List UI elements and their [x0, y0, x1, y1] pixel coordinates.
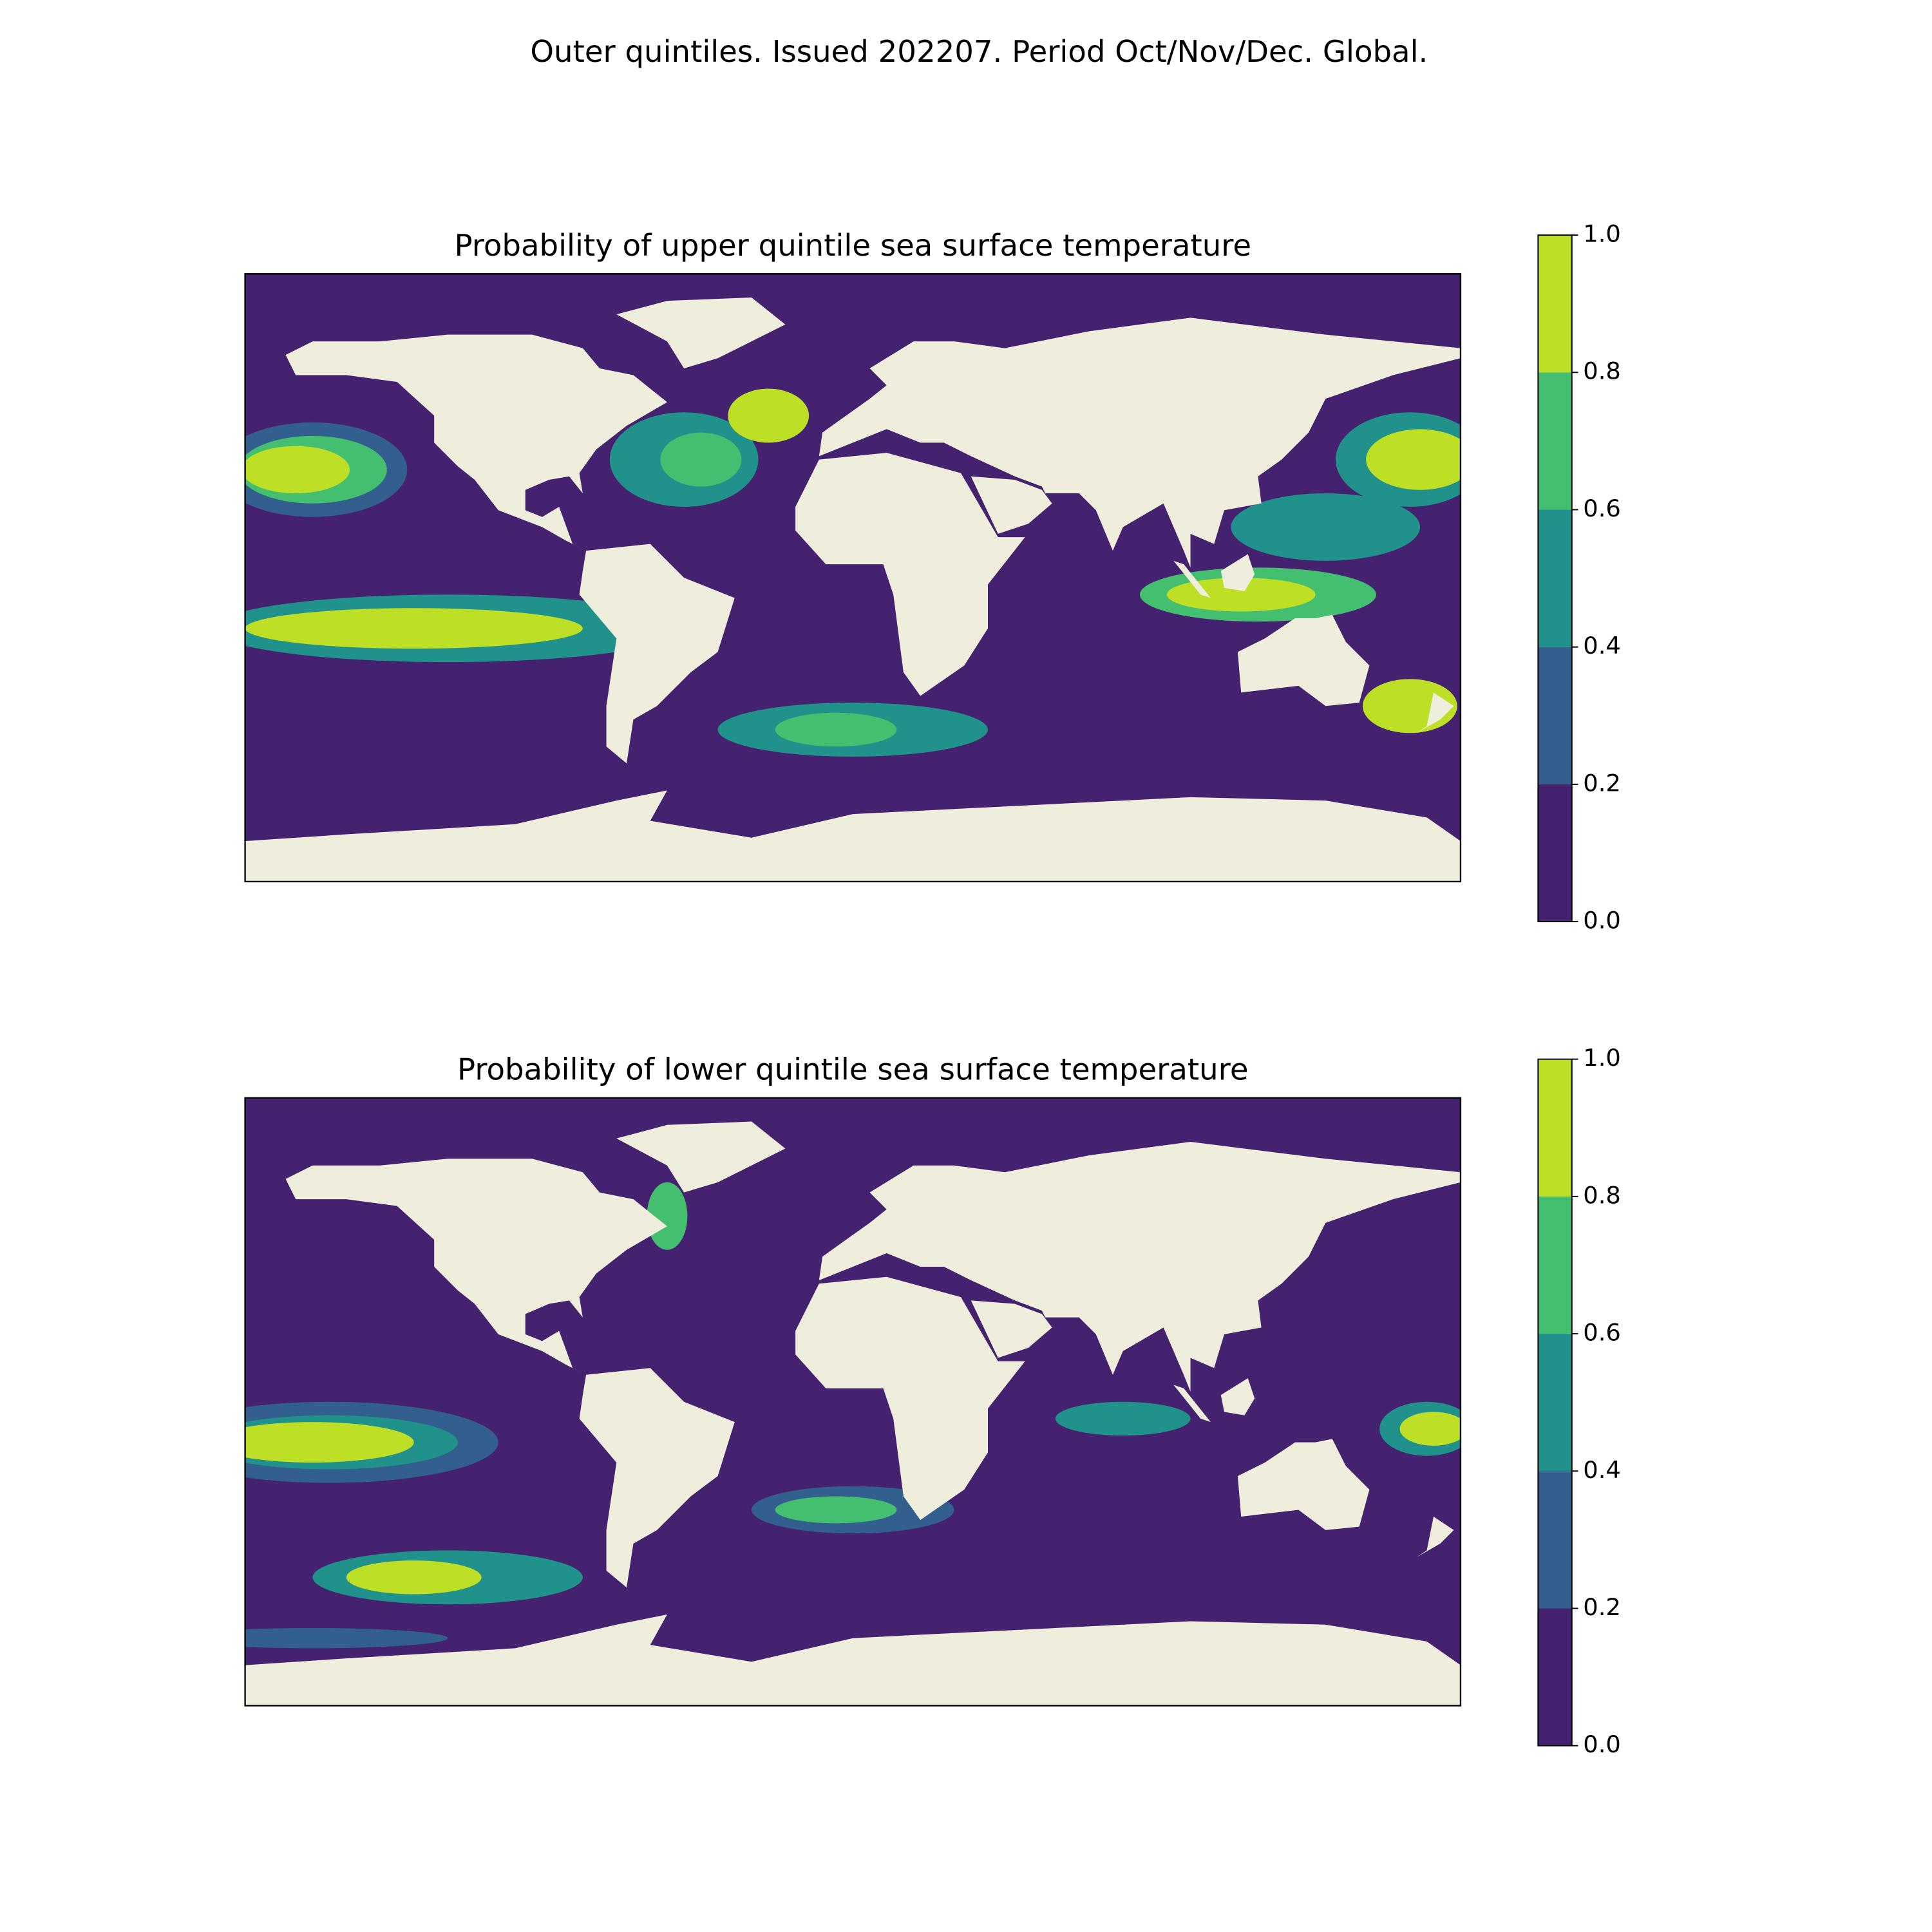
colorbar-tick-label: 1.0 — [1583, 220, 1621, 248]
sst-patch — [1055, 1401, 1191, 1436]
sst-patch — [1231, 493, 1421, 561]
colorbar: 0.0 0.2 0.4 0.6 0.8 1.0 — [1537, 220, 1621, 934]
land-greenland — [616, 1121, 786, 1193]
colorbar-segment — [1538, 647, 1572, 784]
colorbar-segment — [1538, 1471, 1572, 1609]
colorbar-tick-label: 0.6 — [1583, 495, 1621, 522]
land-eurasia — [819, 1142, 1461, 1392]
land-north-america — [285, 1159, 667, 1375]
land-africa — [795, 1276, 1025, 1520]
land-arabia — [971, 476, 1052, 534]
sst-patch — [1166, 578, 1316, 612]
colorbar-segment — [1538, 372, 1572, 510]
land-borneo — [1220, 1378, 1255, 1416]
sst-patch — [1399, 1412, 1461, 1446]
land-australia — [1237, 614, 1370, 706]
land-eurasia — [819, 317, 1461, 568]
land-south-america — [579, 1368, 735, 1588]
sst-patch — [775, 712, 897, 747]
colorbar-segment — [1538, 509, 1572, 647]
colorbar-segment — [1538, 235, 1572, 373]
sst-patch — [775, 1496, 897, 1524]
colorbar-segment — [1538, 1608, 1572, 1746]
map — [245, 1097, 1461, 1706]
colorbar-tick-label: 0.8 — [1583, 357, 1621, 385]
colorbar-tick-label: 1.0 — [1583, 1044, 1621, 1072]
figure-title: Outer quintiles. Issued 202207. Period O… — [530, 34, 1428, 69]
colorbar: 0.0 0.2 0.4 0.6 0.8 1.0 — [1537, 1044, 1621, 1758]
land-north-america — [285, 334, 667, 551]
colorbar-tick-label: 0.4 — [1583, 632, 1621, 659]
land-new-zealand — [1416, 1516, 1454, 1557]
map — [245, 274, 1461, 882]
land-borneo — [1220, 554, 1255, 592]
sst-patch — [660, 432, 742, 487]
sst-patch — [245, 608, 583, 649]
land-africa — [795, 453, 1025, 696]
colorbar-segment — [1538, 1059, 1572, 1197]
colorbar-segment — [1538, 1334, 1572, 1472]
land-arabia — [971, 1300, 1052, 1358]
sst-patch — [245, 1627, 448, 1649]
land-australia — [1237, 1439, 1370, 1530]
land-sumatra — [1173, 1385, 1211, 1423]
colorbar-tick-label: 0.4 — [1583, 1456, 1621, 1484]
colorbar-tick-label: 0.0 — [1583, 907, 1621, 934]
colorbar-tick-label: 0.0 — [1583, 1730, 1621, 1758]
map-frame — [244, 1097, 1462, 1707]
land-antarctica — [245, 790, 1461, 882]
land-south-america — [579, 544, 735, 764]
colorbar-frame — [1537, 234, 1573, 923]
sst-patch — [245, 1422, 414, 1463]
map-title: Probability of lower quintile sea surfac… — [457, 1052, 1248, 1087]
land-new-zealand — [1416, 692, 1454, 734]
colorbar-tick-label: 0.2 — [1583, 769, 1621, 797]
colorbar-tick-label: 0.2 — [1583, 1593, 1621, 1621]
sst-patch — [245, 446, 350, 494]
land-greenland — [616, 297, 786, 369]
sst-patch — [728, 388, 810, 443]
colorbar-segment — [1538, 1196, 1572, 1334]
colorbar-frame — [1537, 1058, 1573, 1747]
land-sumatra — [1173, 560, 1211, 598]
sst-patch — [1366, 429, 1461, 490]
sst-patch — [647, 1182, 688, 1250]
land-antarctica — [245, 1614, 1461, 1706]
colorbar-tick-label: 0.8 — [1583, 1181, 1621, 1209]
map-title: Probability of upper quintile sea surfac… — [454, 228, 1251, 263]
map-frame — [244, 273, 1462, 883]
colorbar-segment — [1538, 784, 1572, 922]
colorbar-tick-label: 0.6 — [1583, 1319, 1621, 1347]
sst-patch — [346, 1560, 482, 1595]
